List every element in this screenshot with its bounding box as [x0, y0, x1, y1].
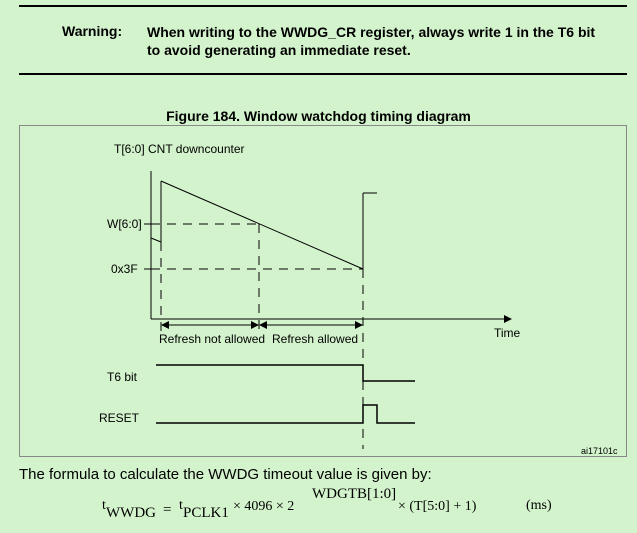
timeout-formula: t WWDG = t PCLK1 × 4096 × 2 WDGTB[1:0] ×… [0, 480, 637, 530]
t6-bit-waveform [156, 364, 415, 382]
counter-ramp [160, 180, 364, 270]
reset-waveform [156, 404, 415, 424]
bottom-rule [19, 73, 627, 75]
formula-t-pclk: t [179, 498, 183, 513]
formula-equals: = [163, 502, 172, 518]
top-rule [19, 5, 627, 7]
formula-exponent: WDGTB[1:0] [312, 486, 397, 502]
figure-title: Figure 184. Window watchdog timing diagr… [166, 108, 471, 124]
diagram-frame: T[6:0] CNT downcounter Time W[6:0] 0x3F … [19, 125, 627, 457]
reset-label: RESET [99, 411, 140, 425]
formula-pclk1-subscript: PCLK1 [183, 505, 229, 521]
refresh-not-allowed-label: Refresh not allowed [159, 332, 265, 346]
counter-prior-segment [150, 237, 162, 243]
formula-wwdg-subscript: WWDG [106, 505, 156, 521]
refresh-allowed-label: Refresh allowed [272, 332, 358, 346]
hex-level-label: 0x3F [111, 262, 138, 276]
formula-t: t [102, 498, 106, 513]
formula-units: (ms) [526, 498, 552, 513]
formula-intro: The formula to calculate the WWDG timeou… [19, 466, 432, 483]
w-level-label: W[6:0] [107, 217, 142, 231]
warning-text: When writing to the WWDG_CR register, al… [147, 24, 596, 58]
y-axis-label: T[6:0] CNT downcounter [114, 142, 245, 156]
timing-diagram: T[6:0] CNT downcounter Time W[6:0] 0x3F … [99, 142, 618, 456]
formula-counter-term: × (T[5:0] + 1) [398, 499, 477, 514]
figure-ref-code: ai17101c [581, 446, 618, 456]
warning-label: Warning: [62, 23, 123, 39]
formula-multiplier: × 4096 × 2 [233, 499, 295, 514]
x-axis-label: Time [494, 326, 521, 340]
t6-bit-label: T6 bit [107, 370, 138, 384]
